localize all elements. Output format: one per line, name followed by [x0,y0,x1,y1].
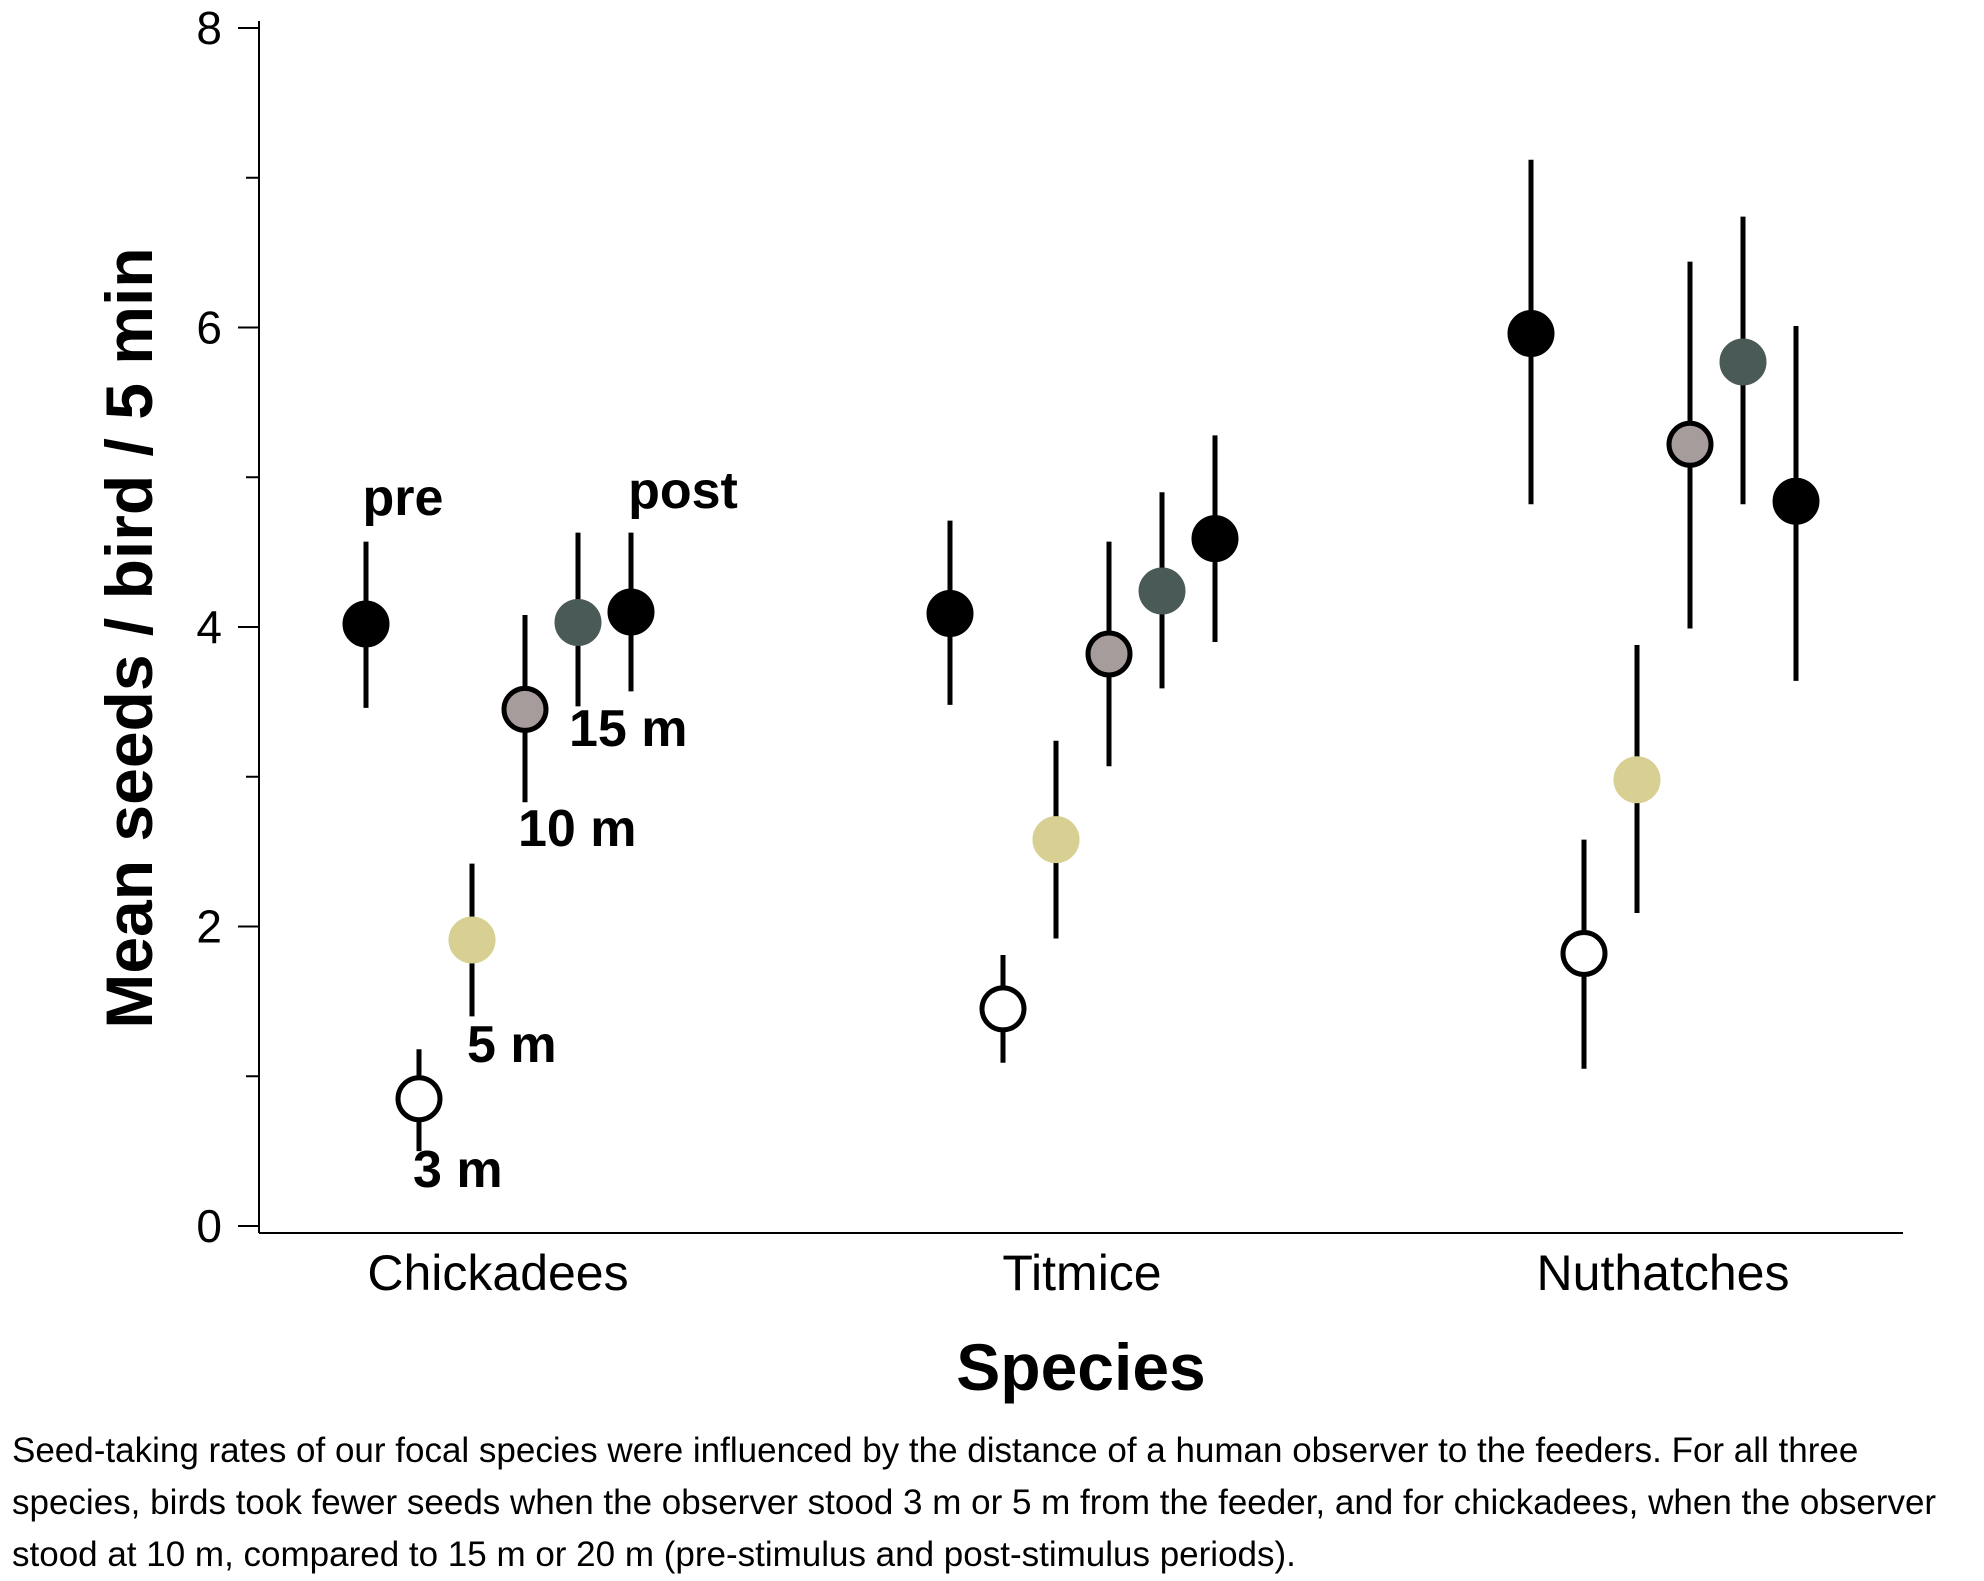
condition-annotation: post [628,462,738,520]
y-tick-label: 6 [196,302,222,354]
data-point [501,685,549,733]
data-point [342,600,390,648]
x-tick-label: Chickadees [367,1245,628,1301]
figure-caption: Seed-taking rates of our focal species w… [12,1431,1937,1574]
y-tick-label: 4 [196,601,222,653]
data-point [607,588,655,636]
y-axis-title: Mean seeds / bird / 5 min [92,247,166,1028]
data-point [1666,420,1714,468]
data-point [1507,309,1555,357]
data-point [1772,477,1820,525]
data-point [1719,338,1767,386]
data-point [926,590,974,638]
y-tick-label: 8 [196,2,222,54]
data-point [979,985,1027,1033]
y-ticks: 0 2 4 6 8 [196,2,259,1252]
x-tick-labels: Chickadees Titmice Nuthatches [367,1245,1789,1301]
annotations: pre post 15 m 10 m 5 m 3 m [363,462,738,1199]
data-point [1032,816,1080,864]
data-point [1138,567,1186,615]
condition-annotation: 3 m [413,1141,503,1199]
x-axis-title: Species [956,1330,1206,1404]
data-point [1560,929,1608,977]
x-tick-label: Titmice [1002,1245,1161,1301]
condition-annotation: 10 m [518,800,637,858]
data-point [395,1075,443,1123]
data-point [554,599,602,647]
condition-annotation: pre [363,469,444,527]
x-tick-label: Nuthatches [1537,1245,1790,1301]
data-point [1191,515,1239,563]
data-point [448,916,496,964]
data-marks [342,159,1820,1152]
condition-annotation: 5 m [467,1016,557,1074]
dot-plot-chart: 0 2 4 6 8 Chickadees Titmice Nuthatches pre pos… [92,2,1903,1404]
y-tick-label: 2 [196,901,222,953]
data-point [1613,756,1661,804]
y-tick-label: 0 [196,1200,222,1252]
data-point [1085,630,1133,678]
condition-annotation: 15 m [569,700,688,758]
